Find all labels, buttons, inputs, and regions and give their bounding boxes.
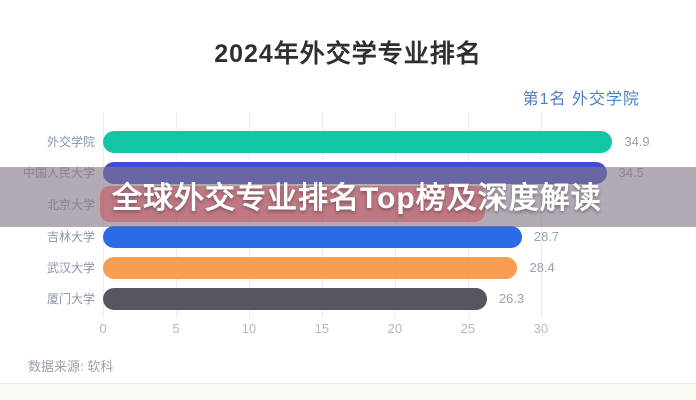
page-title: 2024年外交学专业排名 [214,40,482,68]
x-tick-label: 15 [314,321,330,336]
category-label: 吉林大学 [46,230,95,244]
bar [103,257,518,279]
category-label: 外交学院 [46,135,95,149]
category-label: 武汉大学 [46,261,95,275]
bar [103,131,613,153]
value-label: 28.7 [533,229,560,244]
value-label: 26.3 [498,291,525,306]
value-label: 28.4 [529,260,555,275]
bar [103,288,487,310]
bar [103,226,522,248]
footer-strip [0,383,696,400]
category-label: 厦门大学 [46,292,95,306]
overlay-banner: 全球外交专业排名Top榜及深度解读 [0,167,696,227]
headline-highlight-band [100,186,485,222]
x-tick-label: 20 [387,321,403,336]
headline-text: 全球外交专业排名Top榜及深度解读 [112,182,602,215]
rank-leader-legend: 第1名 外交学院 [522,91,640,108]
x-tick-label: 0 [99,321,107,336]
x-axis: 0 5 10 15 20 25 30 [0,321,696,339]
x-tick-label: 30 [533,321,549,336]
data-source-note: 数据来源: 软科 [28,359,114,374]
x-tick-label: 10 [241,321,257,336]
x-tick-label: 25 [460,321,476,336]
value-label: 34.9 [624,134,650,149]
x-tick-label: 5 [172,321,180,336]
